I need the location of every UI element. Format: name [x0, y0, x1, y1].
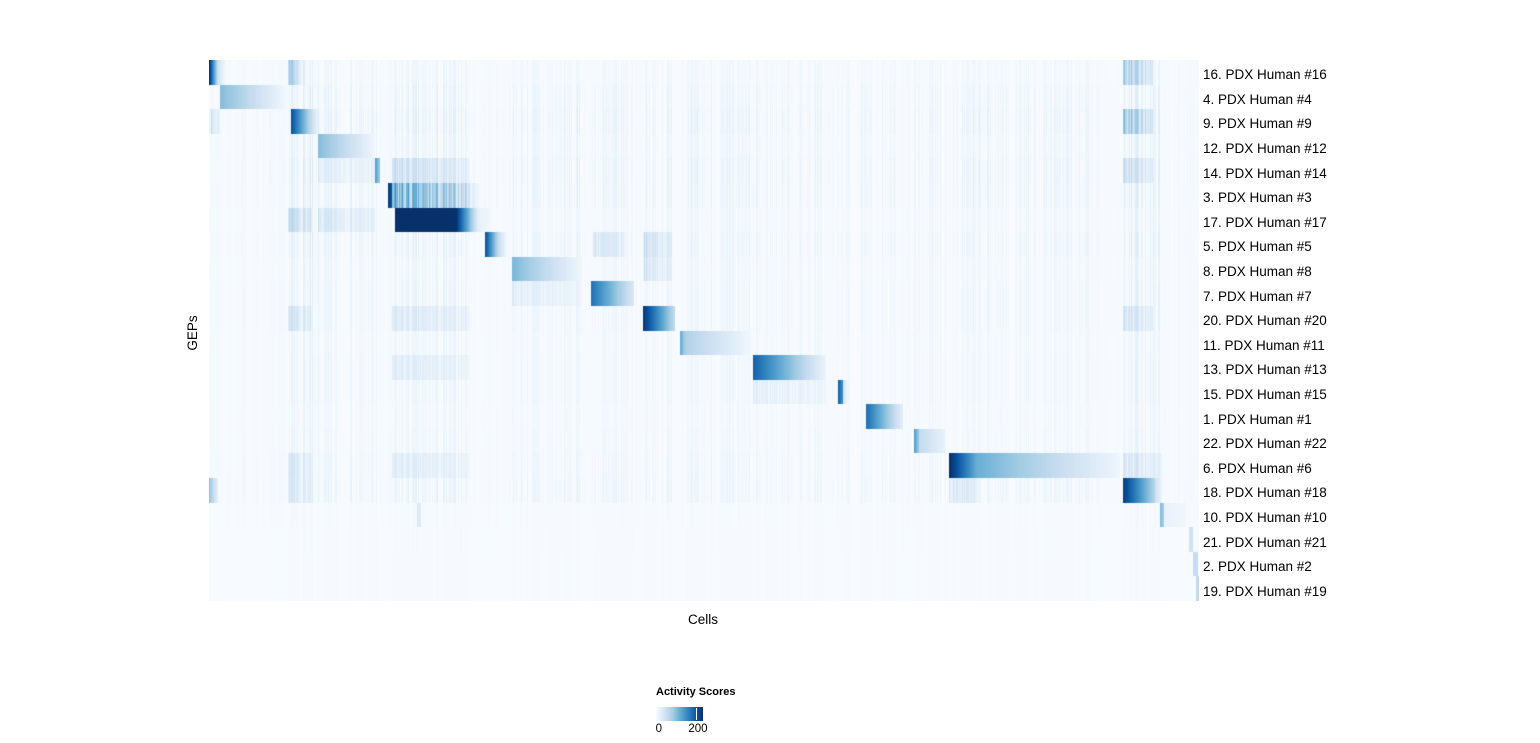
row-label: 20. PDX Human #20 [1203, 313, 1327, 329]
row-label: 4. PDX Human #4 [1203, 91, 1312, 107]
row-label: 16. PDX Human #16 [1203, 67, 1327, 83]
row-label: 6. PDX Human #6 [1203, 460, 1312, 476]
row-label: 10. PDX Human #10 [1203, 509, 1327, 525]
row-label: 9. PDX Human #9 [1203, 116, 1312, 132]
row-label: 18. PDX Human #18 [1203, 485, 1327, 501]
row-label: 22. PDX Human #22 [1203, 436, 1327, 452]
row-label: 2. PDX Human #2 [1203, 559, 1312, 575]
row-label: 5. PDX Human #5 [1203, 239, 1312, 255]
legend-tick-label-0: 0 [655, 723, 663, 735]
legend-tick-mark [695, 708, 698, 720]
legend-gradient-bar [656, 707, 703, 721]
row-label: 1. PDX Human #1 [1203, 411, 1312, 427]
row-label: 19. PDX Human #19 [1203, 583, 1327, 599]
legend: Activity Scores 0 200 [656, 686, 736, 737]
row-label: 3. PDX Human #3 [1203, 190, 1312, 206]
legend-tick-labels: 0 200 [656, 723, 726, 737]
row-label: 7. PDX Human #7 [1203, 288, 1312, 304]
x-axis-label: Cells [687, 612, 718, 627]
row-label: 21. PDX Human #21 [1203, 534, 1327, 550]
row-label: 8. PDX Human #8 [1203, 264, 1312, 280]
row-label: 11. PDX Human #11 [1203, 337, 1325, 353]
row-label: 12. PDX Human #12 [1203, 141, 1327, 157]
legend-tick-label-200: 200 [688, 723, 708, 735]
row-label: 13. PDX Human #13 [1203, 362, 1327, 378]
heatmap-canvas [209, 60, 1199, 601]
y-axis-label: GEPs [162, 315, 222, 350]
legend-title: Activity Scores [656, 686, 736, 698]
row-label: 15. PDX Human #15 [1203, 386, 1327, 402]
row-label: 14. PDX Human #14 [1203, 165, 1327, 181]
row-label: 17. PDX Human #17 [1203, 214, 1327, 230]
y-axis-label-text: GEPs [184, 315, 200, 351]
